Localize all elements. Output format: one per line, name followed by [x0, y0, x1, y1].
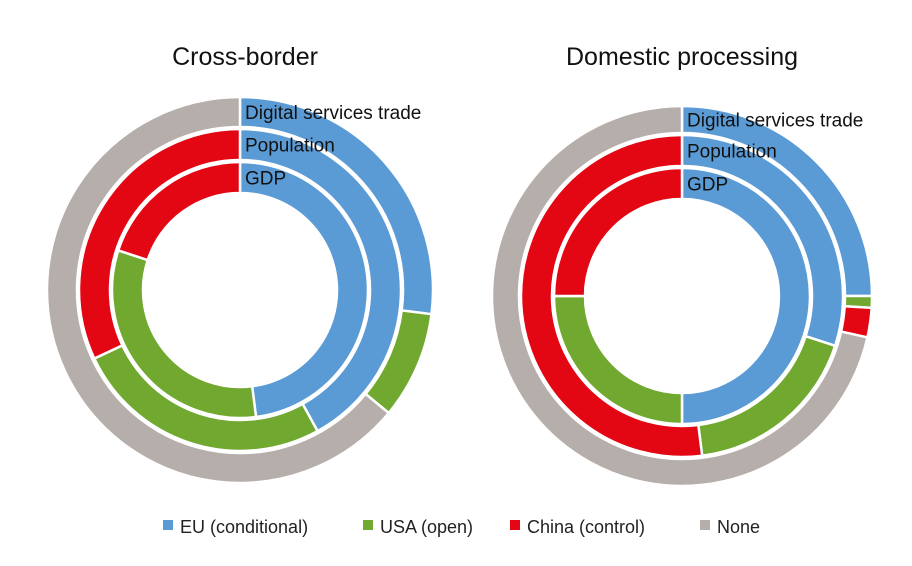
legend-swatch-none: [700, 520, 710, 530]
ring-label-population: Population: [245, 136, 335, 157]
chart-title: Cross-border: [172, 43, 318, 71]
ring-segment-population-china: [519, 133, 704, 459]
legend-label-usa: USA (open): [380, 517, 473, 537]
ring-label-gdp: GDP: [245, 169, 286, 190]
ring-segment-digital-services-trade-none: [490, 104, 869, 488]
ring-segment-population-china: [77, 127, 242, 361]
ring-segment-digital-services-trade-none: [45, 95, 391, 485]
legend-swatch-eu: [163, 520, 173, 530]
ring-label-digital-services-trade: Digital services trade: [687, 111, 863, 132]
chart-domestic-processing: Domestic processing GDP Population Digital…: [490, 43, 874, 488]
ring-segment-gdp-eu: [238, 160, 370, 419]
ring-segment-gdp-china: [552, 166, 684, 298]
legend-swatch-usa: [363, 520, 373, 530]
ring-label-digital-services-trade: Digital services trade: [245, 103, 421, 124]
ring-segment-gdp-china: [116, 160, 242, 262]
ring-segment-gdp-eu: [680, 166, 812, 426]
chart-cross-border: Cross-border GDP Population Digital servic…: [45, 43, 435, 485]
legend-label-none: None: [717, 517, 760, 537]
legend-swatch-china: [510, 520, 520, 530]
legend-label-eu: EU (conditional): [180, 517, 308, 537]
ring-label-population: Population: [687, 142, 777, 163]
chart-title: Domestic processing: [566, 43, 798, 71]
ring-label-gdp: GDP: [687, 175, 728, 196]
legend-label-china: China (control): [527, 517, 645, 537]
legend: EU (conditional) USA (open) China (contr…: [163, 517, 760, 537]
